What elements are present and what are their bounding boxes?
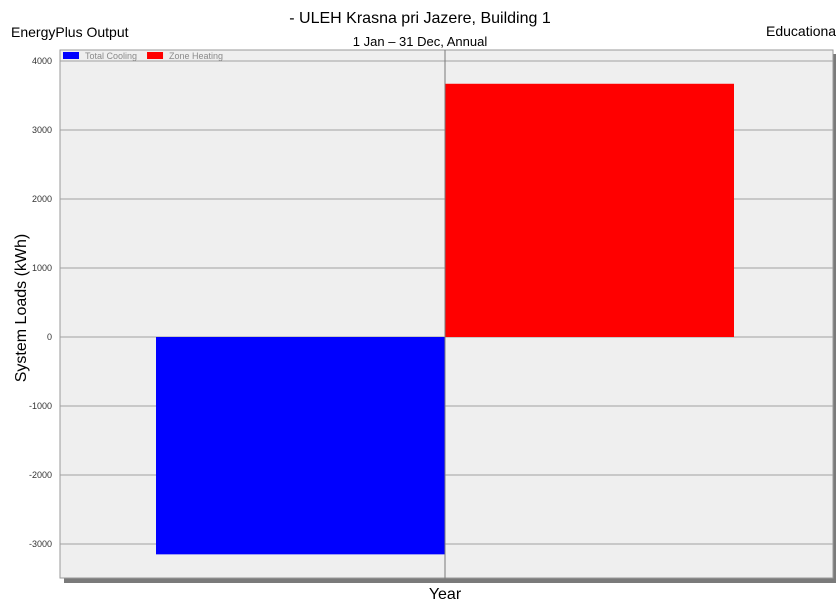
y-axis-ticks: 4000 3000 2000 1000 0 -1000 -2000 -3000 [29,56,52,549]
y-axis-title: System Loads (kWh) [13,234,30,382]
chart-subtitle: 1 Jan – 31 Dec, Annual [352,34,488,49]
y-tick-label: 3000 [32,125,52,135]
bar-total-cooling [156,337,445,555]
y-tick-label: 1000 [32,263,52,273]
y-tick-label: -1000 [29,401,52,411]
legend: Total Cooling Zone Heating [63,51,223,61]
legend-swatch [147,52,164,59]
output-source-label: EnergyPlus Output [11,24,129,40]
license-label: Educationa [766,23,836,39]
chart-title: - ULEH Krasna pri Jazere, Building 1 [289,10,551,27]
legend-label: Zone Heating [169,51,223,61]
bars-group [156,83,734,555]
y-tick-label: -2000 [29,470,52,480]
x-axis-title: Year [429,586,462,602]
y-tick-label: -3000 [29,539,52,549]
legend-label: Total Cooling [85,51,137,61]
y-tick-label: 2000 [32,194,52,204]
y-tick-label: 0 [47,332,52,342]
y-tick-label: 4000 [32,56,52,66]
bar-zone-heating [445,83,734,338]
legend-swatch [63,52,79,59]
